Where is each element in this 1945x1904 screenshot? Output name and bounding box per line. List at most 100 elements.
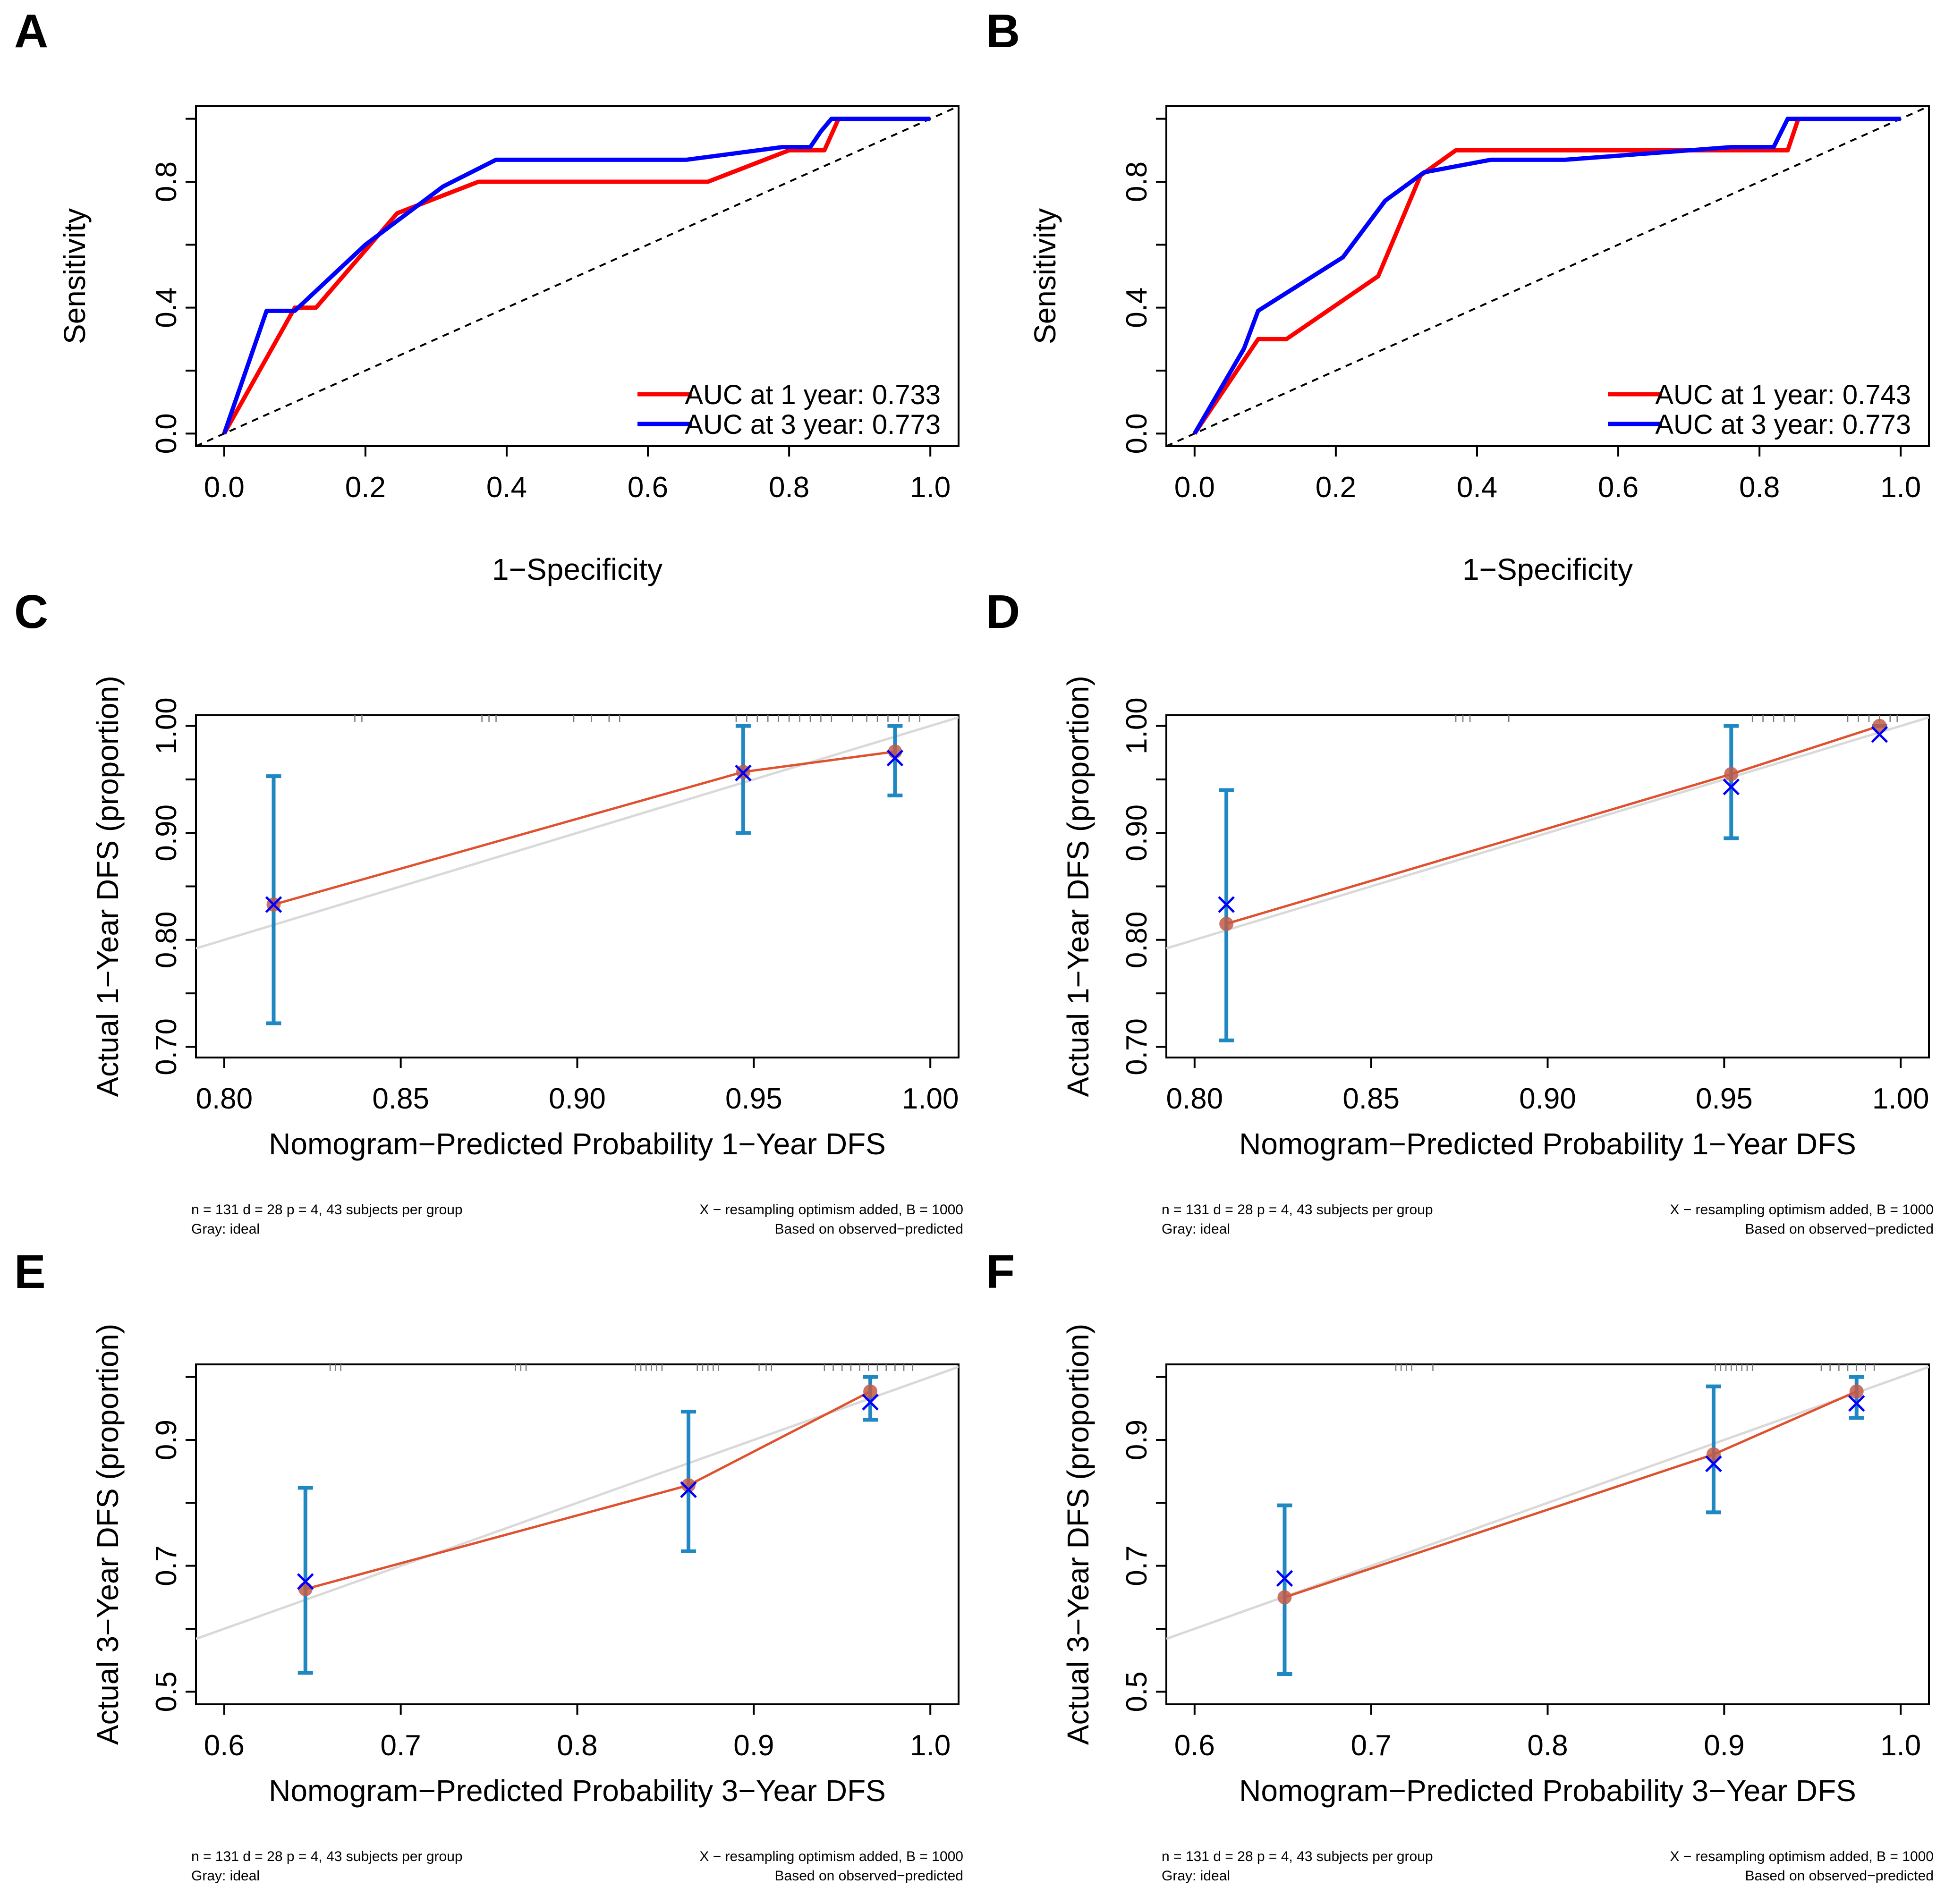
x-tick-label: 0.85: [1342, 1083, 1400, 1115]
observed-point: [1849, 1384, 1864, 1399]
x-tick-label: 0.80: [195, 1083, 253, 1115]
footnote-right: X − resampling optimism added, B = 1000: [699, 1202, 963, 1218]
plot-frame: [1165, 714, 1930, 1058]
y-axis-title: Actual 3−Year DFS (proportion): [1061, 1324, 1095, 1745]
footnote-right: X − resampling optimism added, B = 1000: [699, 1849, 963, 1864]
plot-frame: [1165, 105, 1930, 447]
x-axis-title: 1−Specificity: [492, 552, 662, 586]
x-tick-label: 0.6: [628, 471, 668, 504]
ideal-line: [196, 1365, 959, 1640]
y-tick-label: 0.80: [150, 911, 183, 968]
x-tick-label: 1.0: [1880, 1729, 1921, 1762]
bias-corrected-marker: [1276, 1570, 1293, 1587]
x-tick-label: 0.90: [549, 1083, 606, 1115]
roc-curve-1-year: [222, 117, 931, 435]
y-tick-label: 1.00: [150, 697, 183, 754]
bias-corrected-marker: [1218, 896, 1235, 913]
x-axis-title: 1−Specificity: [1462, 552, 1633, 586]
footnote-left: n = 131 d = 28 p = 4, 43 subjects per gr…: [191, 1849, 463, 1864]
footnote-left: n = 131 d = 28 p = 4, 43 subjects per gr…: [191, 1202, 463, 1218]
footnote-left: n = 131 d = 28 p = 4, 43 subjects per gr…: [1162, 1202, 1433, 1218]
footnote-right: X − resampling optimism added, B = 1000: [1670, 1849, 1934, 1864]
plot-area: [196, 1364, 959, 1675]
plot-area: [196, 715, 959, 1025]
y-tick-label: 0.9: [1121, 1420, 1153, 1460]
apparent-line: [1226, 725, 1880, 925]
reference-diagonal: [196, 106, 959, 446]
legend-label: AUC at 1 year: 0.733: [685, 380, 941, 410]
footnote-right: Based on observed−predicted: [775, 1221, 963, 1237]
x-tick-label: 0.80: [1166, 1083, 1223, 1115]
observed-point: [1219, 916, 1234, 931]
panel-b: B 0.0 0.4 0.8 0.0 0.2 0.4 0.6 0.8 1.0 1−Specificit…: [986, 5, 1930, 586]
x-tick-label: 0.0: [204, 471, 245, 504]
panel-letter: E: [14, 1245, 46, 1298]
bias-corrected-marker: [735, 764, 752, 782]
x-tick-label: 0.95: [1696, 1083, 1753, 1115]
footnote-left: n = 131 d = 28 p = 4, 43 subjects per gr…: [1162, 1849, 1433, 1864]
x-tick-label: 0.4: [1457, 471, 1497, 504]
footnote-left: Gray: ideal: [191, 1868, 260, 1884]
y-tick-label: 0.7: [150, 1546, 183, 1586]
x-tick-label: 0.8: [1739, 471, 1780, 504]
plot-frame: [195, 714, 960, 1058]
y-tick-label: 0.8: [1121, 161, 1153, 202]
plot-area: [1166, 1364, 1929, 1676]
bias-corrected-marker: [680, 1481, 697, 1498]
panel-f: F 0.5 0.7 0.9 0.6 0.7 0.8 0.9 1.0 Nomogram−Predic…: [986, 1245, 1934, 1884]
footnote-right: Based on observed−predicted: [1745, 1868, 1934, 1884]
observed-point: [1277, 1590, 1292, 1605]
y-axis-title: Sensitivity: [58, 208, 92, 344]
y-tick-label: 0.90: [1121, 804, 1153, 862]
y-tick-label: 0.8: [150, 161, 183, 202]
panel-letter: A: [14, 5, 48, 58]
y-tick-label: 0.0: [150, 413, 183, 454]
footnote-right: Based on observed−predicted: [775, 1868, 963, 1884]
plot-frame: [195, 105, 960, 447]
x-tick-label: 0.9: [733, 1729, 774, 1762]
panel-letter: C: [14, 585, 48, 638]
x-tick-label: 0.8: [557, 1729, 597, 1762]
footnote-left: Gray: ideal: [1162, 1868, 1230, 1884]
bias-corrected-marker: [862, 1394, 879, 1411]
y-tick-label: 0.0: [1121, 413, 1153, 454]
footnote-left: Gray: ideal: [191, 1221, 260, 1237]
x-tick-label: 0.9: [1704, 1729, 1744, 1762]
x-tick-label: 0.8: [1527, 1729, 1568, 1762]
panel-letter: F: [986, 1245, 1015, 1298]
plot-area: [1166, 715, 1929, 1042]
bias-corrected-marker: [1871, 726, 1888, 743]
x-tick-label: 0.6: [1598, 471, 1639, 504]
reference-diagonal: [1166, 106, 1929, 446]
plot-frame: [195, 1363, 960, 1705]
observed-point: [1724, 767, 1739, 781]
x-tick-label: 0.2: [1316, 471, 1356, 504]
roc-curve-3-year: [1192, 117, 1901, 435]
bias-corrected-marker: [265, 896, 282, 913]
observed-point: [298, 1582, 313, 1596]
y-axis-title: Sensitivity: [1028, 208, 1062, 344]
y-tick-label: 0.4: [1121, 288, 1153, 328]
bias-corrected-marker: [1705, 1455, 1722, 1472]
x-tick-label: 0.0: [1174, 471, 1215, 504]
x-tick-label: 0.2: [345, 471, 386, 504]
observed-point: [681, 1478, 696, 1492]
x-tick-label: 1.0: [910, 471, 951, 504]
x-axis-title: Nomogram−Predicted Probability 1−Year DF…: [1239, 1127, 1856, 1161]
x-tick-label: 1.0: [910, 1729, 951, 1762]
plot-frame: [1165, 1363, 1930, 1705]
legend-label: AUC at 3 year: 0.773: [685, 409, 941, 440]
x-tick-label: 1.00: [902, 1083, 959, 1115]
footnote-right: Based on observed−predicted: [1745, 1221, 1934, 1237]
x-tick-label: 0.6: [204, 1729, 245, 1762]
panel-letter: B: [986, 5, 1020, 58]
bias-corrected-marker: [1848, 1395, 1865, 1412]
panel-d: D 0.70 0.80 0.90 1.00 0.80 0.85 0.90 0.95 1.00 Nom…: [986, 585, 1934, 1237]
panel-a: A 0.0 0.4 0.8 0.0 0.2 0.4 0.6 0.8 1.0 1−Specificit…: [14, 5, 960, 586]
observed-point: [1706, 1447, 1721, 1462]
x-tick-label: 0.7: [381, 1729, 421, 1762]
footnote-left: Gray: ideal: [1162, 1221, 1230, 1237]
x-axis-title: Nomogram−Predicted Probability 1−Year DF…: [269, 1127, 886, 1161]
panel-letter: D: [986, 585, 1020, 638]
